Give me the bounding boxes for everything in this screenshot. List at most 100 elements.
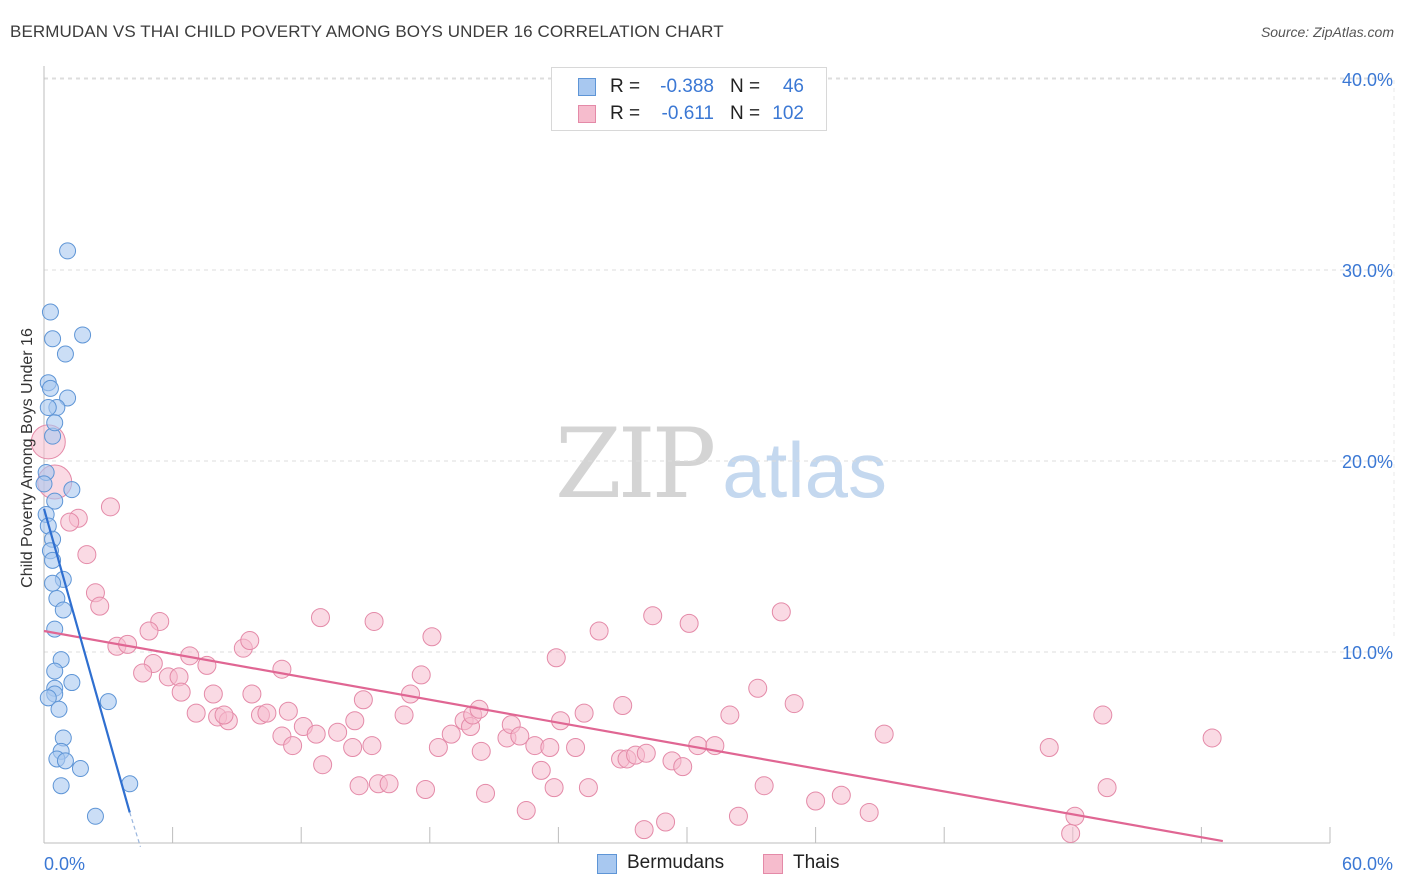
bermudan-point (35, 475, 53, 493)
thai-point (516, 801, 536, 821)
thai-point (806, 791, 826, 811)
legend-row-bermudans: R = -0.388 N = 46 (552, 74, 826, 100)
bermudan-point (44, 574, 62, 592)
bermudan-trend-extension (129, 812, 142, 847)
thai-point (546, 648, 566, 668)
legend-row-thais: R = -0.611 N = 102 (552, 101, 826, 127)
bermudan-trend-line (42, 508, 131, 813)
thai-point (1093, 705, 1113, 725)
thai-point (540, 738, 560, 757)
thai-point (831, 785, 851, 805)
thai-point (257, 703, 277, 723)
y-tick-label: 20.0% (1342, 452, 1393, 472)
legend-r-value: -0.611 (661, 103, 714, 124)
thai-point (362, 736, 382, 756)
thai-point (510, 726, 530, 746)
bermudan-point (46, 414, 64, 432)
thai-point (411, 665, 431, 685)
thai-point (203, 684, 223, 704)
legend-r-label: R = (610, 76, 641, 97)
thai-point (171, 682, 191, 702)
thai-point (379, 774, 399, 794)
legend-n-value: 102 (772, 103, 804, 124)
thai-point (345, 711, 365, 731)
thai-point (574, 703, 594, 723)
thai-point (422, 627, 442, 647)
y-axis-label: Child Poverty Among Boys Under 16 (19, 328, 36, 588)
thai-point (133, 663, 153, 683)
bottom-legend-swatch-bermudans (597, 854, 617, 874)
thai-point (186, 703, 206, 723)
bermudan-point (39, 399, 57, 417)
thai-point (471, 741, 491, 761)
watermark-atlas: atlas (722, 426, 887, 514)
bermudan-point (59, 389, 77, 407)
thai-point (874, 724, 894, 744)
thai-point (343, 738, 363, 757)
thai-point (754, 776, 774, 796)
thai-point (353, 690, 373, 710)
bermudan-point (54, 601, 72, 619)
legend-r-label: R = (610, 103, 641, 124)
bermudan-point (99, 693, 117, 711)
thai-point (77, 545, 97, 565)
bermudan-point (44, 330, 62, 348)
thai-point (90, 596, 110, 616)
thai-point (728, 806, 748, 826)
thai-point (566, 738, 586, 757)
thai-point (643, 606, 663, 626)
thai-point (531, 760, 551, 780)
thai-point (328, 722, 348, 742)
thai-point (441, 724, 461, 744)
thai-point (214, 705, 234, 725)
thai-point (656, 812, 676, 832)
bermudan-point (63, 481, 81, 499)
thai-point (394, 705, 414, 725)
thai-point (364, 611, 384, 631)
thai-point (313, 755, 333, 775)
watermark-zip: ZIP (555, 408, 716, 520)
thai-point (859, 802, 879, 822)
legend-swatch-bermudans (578, 78, 596, 96)
thai-point (1061, 823, 1081, 843)
bottom-legend-label-bermudans: Bermudans (627, 852, 725, 873)
thai-point (401, 684, 421, 704)
bermudan-point (50, 700, 68, 718)
bermudan-point (56, 752, 74, 770)
thai-point (310, 608, 330, 628)
bermudan-point (74, 326, 92, 344)
thai-point (278, 701, 298, 721)
thai-point (544, 778, 564, 798)
x-tick-label: 60.0% (1342, 854, 1393, 874)
bottom-legend-label-thais: Thais (793, 852, 840, 873)
legend-n-value: 46 (782, 76, 804, 97)
thai-point (1039, 738, 1059, 757)
thai-point (416, 780, 436, 800)
legend-n-label: N = (730, 103, 761, 124)
bermudan-point (39, 689, 57, 707)
thai-point (242, 684, 262, 704)
bermudan-point (63, 674, 81, 692)
bermudan-point (59, 242, 77, 260)
thai-point (748, 678, 768, 698)
thai-point (476, 783, 496, 803)
thai-point (613, 695, 633, 715)
y-tick-label: 10.0% (1342, 643, 1393, 663)
thai-trend-line (43, 629, 1224, 843)
x-tick-label: 0.0% (44, 854, 85, 874)
thai-point (1097, 778, 1117, 798)
thai-point (349, 776, 369, 796)
legend-n-label: N = (730, 76, 761, 97)
chart-title: BERMUDAN VS THAI CHILD POVERTY AMONG BOY… (10, 22, 724, 41)
watermark: ZIP atlas (555, 408, 887, 520)
legend-swatch-thais (578, 105, 596, 123)
y-tick-label: 40.0% (1342, 70, 1393, 90)
thai-point (578, 778, 598, 798)
bermudan-point (86, 807, 104, 825)
bermudan-point (41, 379, 59, 397)
thai-point (1202, 728, 1222, 748)
thai-point (428, 738, 448, 757)
thai-point (306, 724, 326, 744)
bottom-legend-swatch-thais (763, 854, 783, 874)
thai-point (634, 820, 654, 840)
